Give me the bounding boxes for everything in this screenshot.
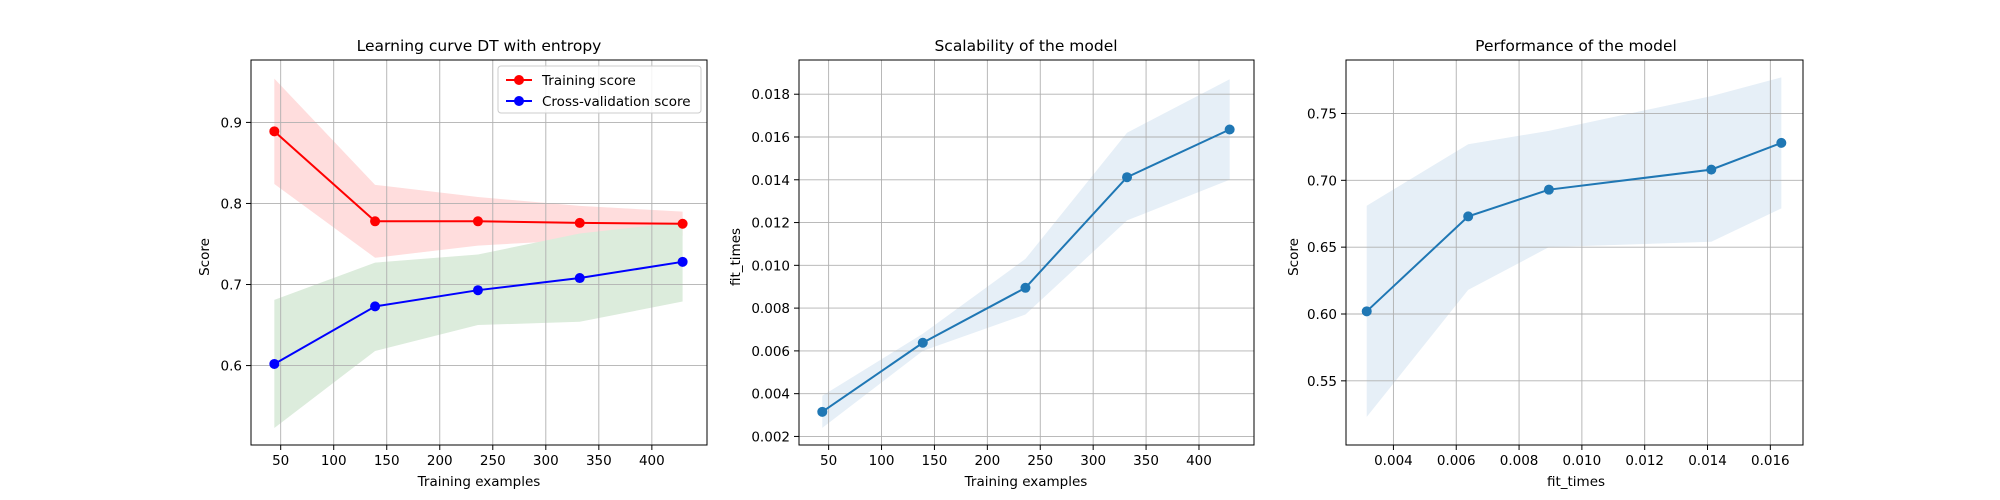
y-tick-label: 0.75 [1307, 106, 1337, 122]
data-point [269, 358, 280, 369]
data-point [917, 337, 928, 348]
y-tick-label: 0.6 [221, 359, 242, 375]
x-tick-label: 0.006 [1437, 453, 1476, 469]
band-series-0 [822, 79, 1230, 428]
y-tick-label: 0.010 [751, 258, 790, 274]
x-tick-label: 300 [1080, 453, 1106, 469]
chart-title: Learning curve DT with entropy [357, 37, 602, 55]
y-axis-label: Score [1286, 238, 1302, 276]
y-tick-label: 0.7 [221, 278, 242, 294]
data-point [1122, 172, 1133, 183]
x-tick-label: 0.014 [1688, 453, 1727, 469]
y-tick-label: 0.008 [751, 301, 790, 317]
x-tick-label: 200 [974, 453, 1000, 469]
legend-box [497, 65, 702, 114]
x-tick-label: 50 [272, 453, 289, 469]
data-point [1361, 306, 1372, 317]
y-tick-label: 0.8 [221, 196, 242, 212]
band-series-1 [274, 222, 683, 428]
x-tick-label: 0.016 [1751, 453, 1790, 469]
axes-frame [798, 59, 1255, 446]
y-tick-label: 0.016 [751, 130, 790, 146]
x-tick-label: 100 [321, 453, 347, 469]
panel-performance: Performance of the model fit_times Score… [1286, 37, 1804, 490]
y-tick-label: 0.018 [751, 87, 790, 103]
axes-frame [1345, 59, 1804, 446]
x-axis-label: fit_times [1547, 474, 1605, 490]
data-point [472, 216, 483, 227]
y-tick-label: 0.70 [1307, 173, 1337, 189]
band-series-0 [274, 78, 683, 258]
y-tick-label: 0.002 [751, 429, 790, 445]
x-tick-label: 250 [1027, 453, 1053, 469]
x-tick-label: 400 [639, 453, 665, 469]
panel-scalability: Scalability of the model Training exampl… [728, 37, 1255, 490]
legend-label: Cross-validation score [542, 94, 691, 110]
x-axis-label: Training examples [964, 474, 1088, 490]
y-axis-label: fit_times [728, 228, 744, 286]
x-tick-label: 0.010 [1563, 453, 1602, 469]
legend-marker [514, 96, 524, 106]
x-tick-label: 0.012 [1625, 453, 1664, 469]
data-point [472, 285, 483, 296]
data-point [1224, 124, 1235, 135]
data-point [1020, 282, 1031, 293]
x-tick-label: 350 [1133, 453, 1159, 469]
legend-label: Training score [541, 73, 636, 89]
data-point [1463, 211, 1474, 222]
x-tick-label: 300 [533, 453, 559, 469]
data-point [269, 126, 280, 137]
x-tick-label: 0.004 [1374, 453, 1413, 469]
y-tick-label: 0.014 [751, 173, 790, 189]
data-point [1706, 164, 1717, 175]
y-tick-label: 0.012 [751, 216, 790, 232]
data-point [677, 256, 688, 267]
data-point [817, 406, 828, 417]
data-point [1776, 137, 1787, 148]
x-tick-label: 200 [427, 453, 453, 469]
y-tick-label: 0.9 [221, 115, 242, 131]
x-tick-label: 400 [1186, 453, 1212, 469]
x-tick-label: 250 [480, 453, 506, 469]
y-tick-label: 0.004 [751, 387, 790, 403]
x-tick-label: 50 [820, 453, 837, 469]
panel-learning-curve: Learning curve DT with entropy Training … [197, 37, 708, 490]
y-axis-label: Score [197, 238, 213, 276]
band-series-0 [1366, 77, 1782, 417]
data-point [574, 217, 585, 228]
y-tick-label: 0.006 [751, 344, 790, 360]
y-tick-label: 0.65 [1307, 240, 1337, 256]
axes-frame [250, 59, 708, 446]
y-tick-label: 0.55 [1307, 374, 1337, 390]
y-tick-label: 0.60 [1307, 307, 1337, 323]
chart-title: Scalability of the model [934, 37, 1117, 55]
chart-title: Performance of the model [1475, 37, 1677, 55]
data-point [370, 216, 381, 227]
x-tick-label: 100 [869, 453, 895, 469]
x-tick-label: 150 [374, 453, 400, 469]
x-tick-label: 350 [586, 453, 612, 469]
data-point [574, 273, 585, 284]
legend-marker [514, 75, 524, 85]
data-point [677, 218, 688, 229]
x-axis-label: Training examples [417, 474, 541, 490]
x-tick-label: 150 [922, 453, 948, 469]
data-point [1543, 184, 1554, 195]
x-tick-label: 0.008 [1500, 453, 1539, 469]
data-point [370, 301, 381, 312]
